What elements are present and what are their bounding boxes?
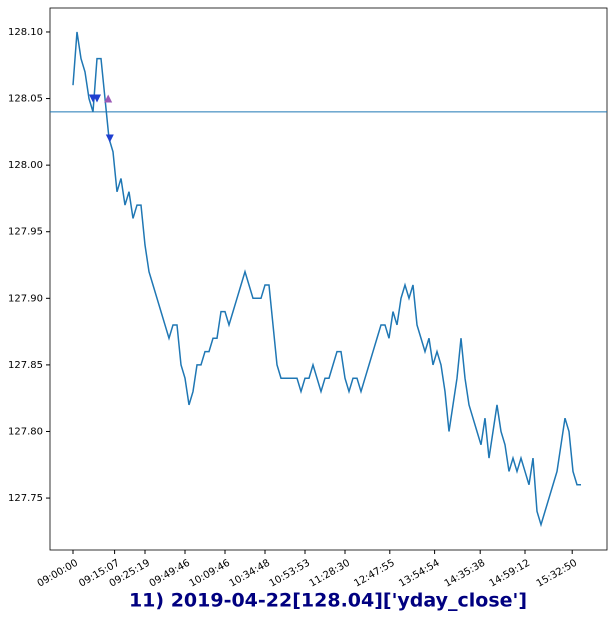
x-tick-label: 09:00:00	[36, 558, 80, 590]
x-tick-label: 12:47:55	[352, 558, 396, 590]
x-tick-label: 15:32:50	[535, 558, 579, 590]
x-tick-label: 10:09:46	[188, 558, 232, 590]
chart-title: 11) 2019-04-22[128.04]['yday_close']	[129, 590, 527, 612]
x-tick-label: 09:49:46	[148, 558, 192, 590]
trade-marker	[104, 94, 113, 103]
trade-marker	[93, 94, 101, 103]
x-tick-label: 10:34:48	[228, 558, 272, 590]
y-tick-label: 127.85	[8, 360, 43, 371]
x-tick-label: 13:54:54	[397, 558, 441, 590]
y-tick-label: 127.95	[8, 227, 43, 238]
x-tick-label: 10:53:53	[268, 558, 312, 590]
y-tick-label: 127.75	[8, 493, 43, 504]
x-tick-label: 11:28:30	[308, 558, 352, 590]
y-tick-label: 127.90	[8, 293, 43, 304]
y-tick-label: 128.10	[8, 27, 43, 38]
y-tick-label: 128.05	[8, 94, 43, 105]
trade-marker	[105, 134, 114, 143]
x-tick-label: 14:59:12	[488, 558, 532, 590]
plot-frame	[49, 7, 608, 551]
y-tick-label: 127.80	[8, 426, 43, 437]
price-line	[72, 31, 581, 528]
y-tick-label: 128.00	[8, 160, 43, 171]
x-tick-label: 14:35:38	[443, 558, 487, 590]
